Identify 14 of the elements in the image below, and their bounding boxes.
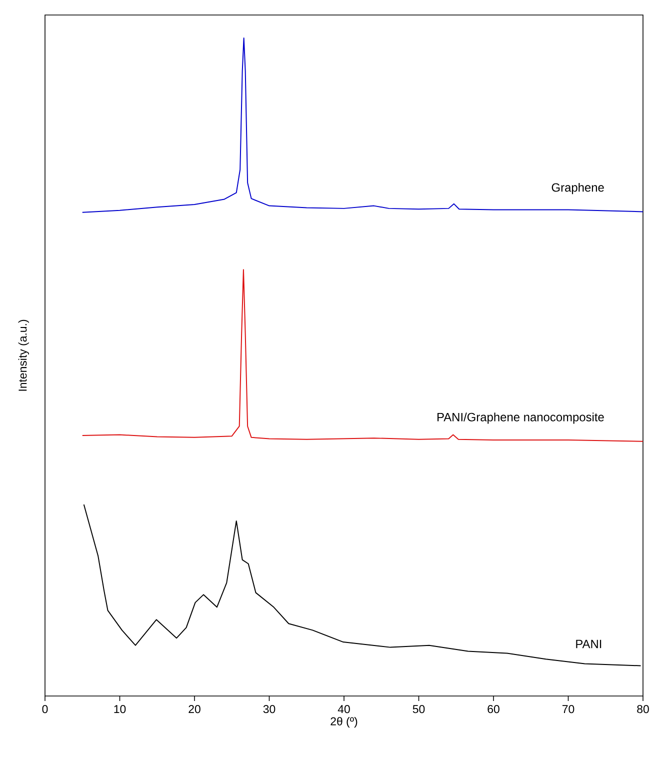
x-tick-label: 80 — [637, 705, 649, 714]
x-tick-label: 30 — [263, 705, 276, 714]
x-tick-label: 20 — [188, 705, 200, 714]
x-axis-title: 2θ (º) — [330, 716, 358, 728]
series-label: Graphene — [552, 182, 604, 194]
x-tick-label: 50 — [412, 705, 425, 714]
x-tick-label: 40 — [338, 705, 350, 714]
x-tick-label: 10 — [114, 705, 126, 714]
x-tick-label: 60 — [488, 705, 500, 714]
series-label: PANI — [576, 640, 602, 648]
series-label: PANI/Graphene nanocomposite — [437, 412, 604, 424]
x-tick-label: 0 — [42, 705, 48, 714]
y-axis-title: Intensity (a.u.) — [18, 320, 29, 391]
x-tick-label: 70 — [562, 705, 574, 714]
